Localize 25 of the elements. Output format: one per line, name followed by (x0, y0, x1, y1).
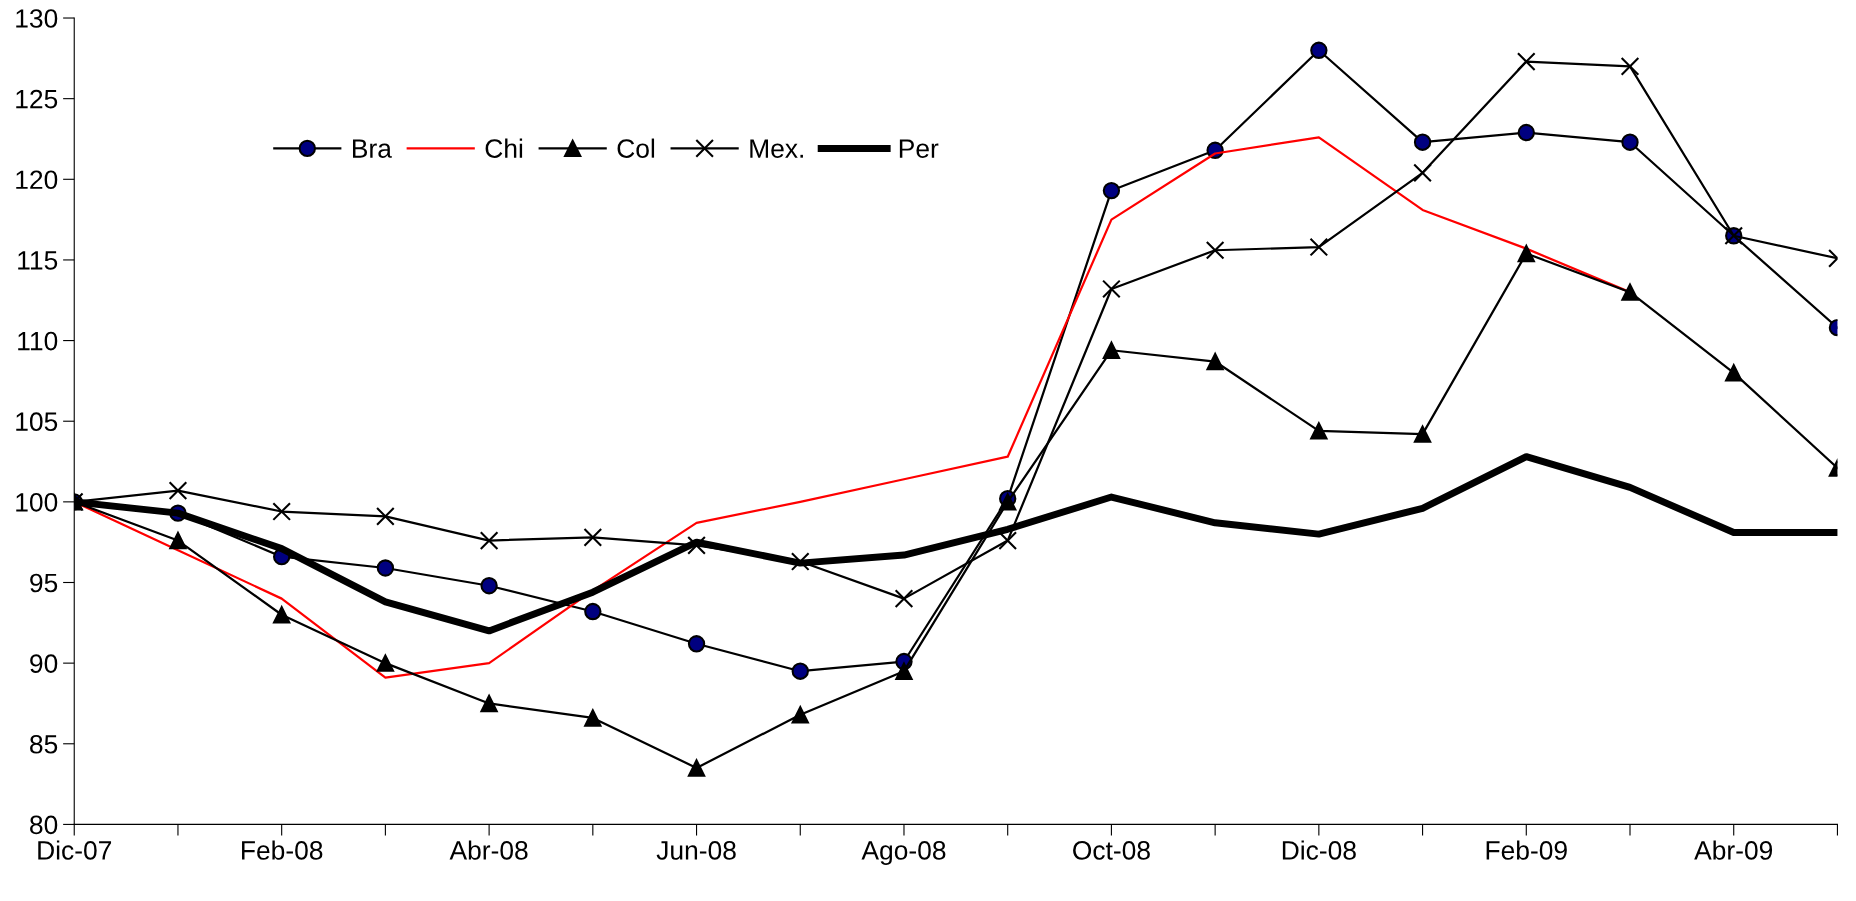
y-tick-label: 120 (16, 170, 58, 190)
y-tick-label: 125 (16, 89, 58, 109)
x-tick-label: Feb-08 (242, 840, 323, 860)
y-tick-label: 115 (18, 251, 58, 270)
y-tick-label: 85 (30, 734, 58, 754)
legend-label: Chi (485, 138, 523, 158)
y-tick-label: 130 (16, 9, 58, 28)
y-tick-label: 95 (30, 573, 58, 593)
x-tick-label: Abr-08 (449, 840, 528, 860)
legend-label: Per (899, 139, 939, 158)
y-tick-label: 100 (16, 492, 58, 512)
x-tick-label: Dic-07 (38, 840, 112, 860)
x-tick-label: Dic-08 (1282, 840, 1356, 860)
legend-label: Mex. (750, 139, 803, 158)
y-tick-label: 80 (30, 815, 58, 835)
legend-label: Bra (353, 139, 392, 158)
x-tick-label: Jun-08 (656, 841, 736, 860)
y-tick-label: 110 (18, 331, 58, 351)
x-tick-label: Abr-09 (1694, 840, 1773, 860)
x-tick-label: Feb-09 (1486, 840, 1567, 860)
legend-label: Col (617, 138, 655, 158)
y-tick-label: 90 (30, 654, 58, 673)
x-tick-label: Oct-08 (1073, 841, 1150, 860)
x-tick-label: Ago-08 (861, 841, 946, 865)
y-tick-label: 105 (16, 412, 58, 432)
